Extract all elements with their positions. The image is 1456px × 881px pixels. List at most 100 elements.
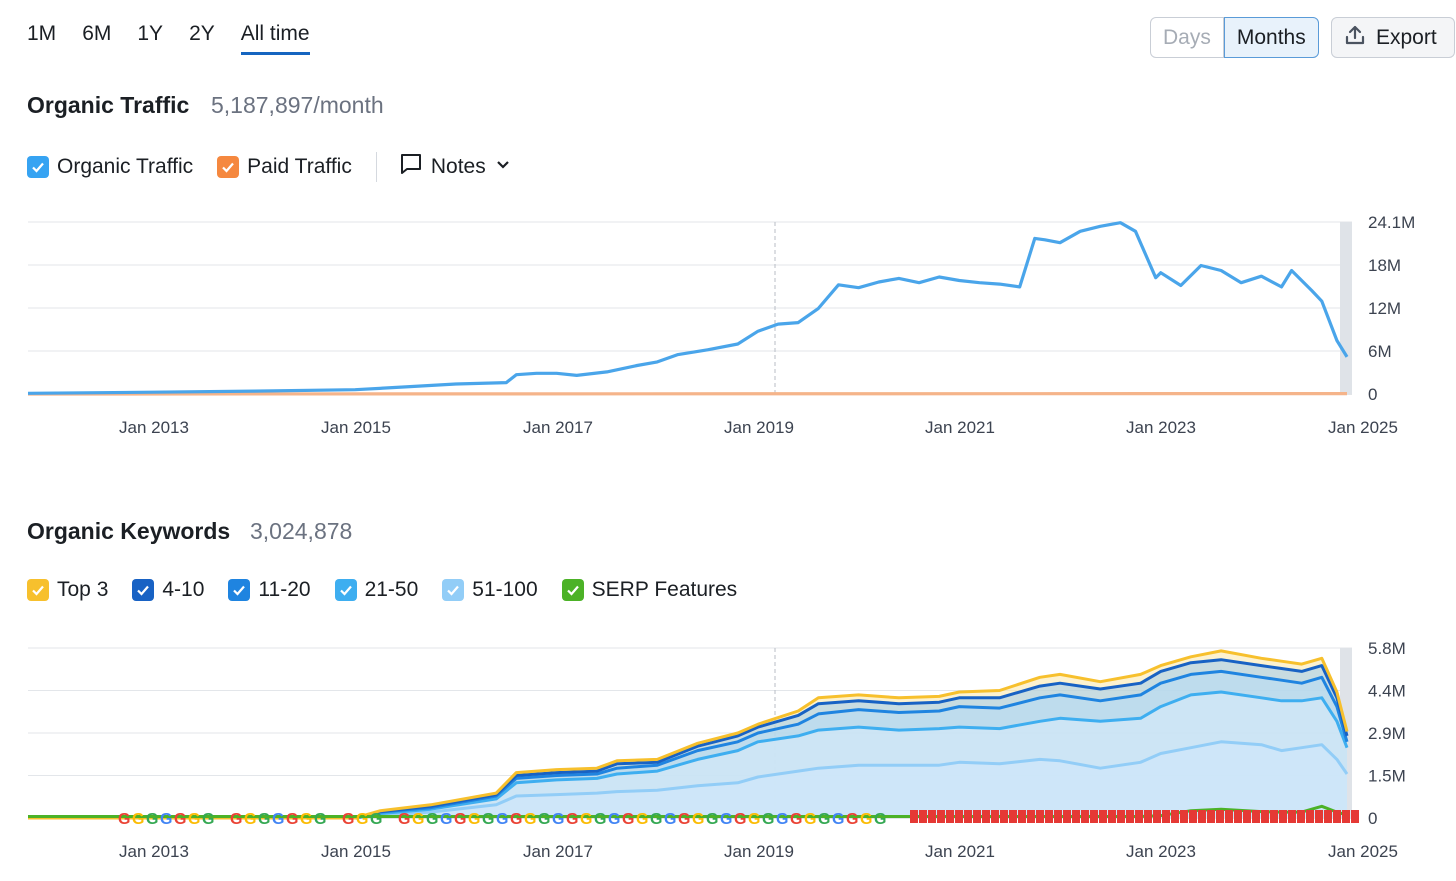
tab-2y[interactable]: 2Y	[189, 22, 215, 45]
legend-label: 4-10	[162, 578, 205, 601]
checkbox-checked-icon	[334, 579, 357, 601]
comment-icon	[399, 152, 423, 182]
checkbox-checked-icon	[228, 579, 251, 601]
y-tick-label: 12M	[1368, 299, 1401, 318]
x-tick-label: Jan 2017	[523, 418, 593, 437]
serp-flag-marker-icon	[1144, 810, 1152, 823]
legend-21-50[interactable]: 21-50	[334, 578, 418, 602]
x-tick-label: Jan 2025	[1328, 842, 1398, 861]
serp-flag-marker-icon	[1045, 810, 1053, 823]
granularity-toggle: Days Months	[1150, 17, 1319, 58]
organic-keywords-title: Organic Keywords	[27, 518, 231, 544]
incomplete-period-shade	[1340, 222, 1352, 394]
serp-flag-marker-icon	[1180, 810, 1188, 823]
serp-flag-marker-icon	[964, 810, 972, 823]
organic-traffic-title: Organic Traffic	[27, 92, 190, 118]
organic-keywords-legend: Top 3 4-10 11-20 21-50 51-100 SERP Features	[27, 578, 761, 602]
legend-label: Organic Traffic	[57, 155, 194, 178]
checkbox-checked-icon	[442, 579, 465, 601]
google-serp-marker-icon: G	[202, 811, 214, 828]
x-tick-label: Jan 2021	[925, 418, 995, 437]
x-tick-label: Jan 2015	[321, 418, 391, 437]
serp-flag-marker-icon	[1108, 810, 1116, 823]
export-button[interactable]: Export	[1331, 17, 1455, 58]
legend-11-20[interactable]: 11-20	[228, 578, 311, 602]
google-serp-marker-icon: G	[174, 811, 186, 828]
google-serp-marker-icon: G	[874, 811, 886, 828]
google-serp-marker-icon: G	[860, 811, 872, 828]
google-serp-marker-icon: G	[818, 811, 830, 828]
google-serp-marker-icon: G	[398, 811, 410, 828]
google-serp-marker-icon: G	[636, 811, 648, 828]
google-serp-marker-icon: G	[706, 811, 718, 828]
tab-6m[interactable]: 6M	[82, 22, 112, 45]
upload-icon	[1344, 24, 1366, 52]
x-tick-label: Jan 2021	[925, 842, 995, 861]
legend-4-10[interactable]: 4-10	[132, 578, 204, 602]
google-serp-marker-icon: G	[566, 811, 578, 828]
serp-flag-marker-icon	[1261, 810, 1269, 823]
organic-traffic-legend: Organic Traffic Paid Traffic Notes	[27, 152, 512, 182]
serp-flag-marker-icon	[991, 810, 999, 823]
serp-flag-marker-icon	[1315, 810, 1323, 823]
legend-serp-features[interactable]: SERP Features	[561, 578, 737, 602]
organic-traffic-value: 5,187,897/month	[211, 92, 384, 118]
days-button[interactable]: Days	[1150, 17, 1224, 58]
y-tick-label: 1.5M	[1368, 767, 1406, 786]
serp-flag-marker-icon	[1000, 810, 1008, 823]
series-line-organic-traffic	[27, 221, 1349, 395]
serp-flag-marker-icon	[1126, 810, 1134, 823]
serp-flag-marker-icon	[1090, 810, 1098, 823]
google-serp-marker-icon: G	[580, 811, 592, 828]
organic-keywords-value: 3,024,878	[250, 518, 353, 544]
legend-51-100[interactable]: 51-100	[442, 578, 538, 602]
serp-flag-marker-icon	[937, 810, 945, 823]
serp-flag-marker-icon	[910, 810, 918, 823]
x-tick-label: Jan 2015	[321, 842, 391, 861]
google-serp-marker-icon: G	[692, 811, 704, 828]
y-tick-label: 0	[1368, 809, 1377, 828]
series-line-top-3	[28, 649, 1349, 820]
legend-label: 11-20	[258, 578, 311, 601]
checkbox-checked-icon	[27, 579, 49, 601]
serp-flag-marker-icon	[1216, 810, 1224, 823]
tab-1m[interactable]: 1M	[27, 22, 57, 45]
months-button[interactable]: Months	[1223, 17, 1319, 58]
y-tick-label: 2.9M	[1368, 724, 1406, 743]
google-serp-marker-icon: G	[482, 811, 494, 828]
google-serp-marker-icon: G	[272, 811, 284, 828]
notes-dropdown[interactable]: Notes	[399, 152, 512, 182]
tab-1y[interactable]: 1Y	[137, 22, 164, 45]
serp-flag-marker-icon	[1153, 810, 1161, 823]
legend-organic-traffic[interactable]: Organic Traffic	[27, 155, 193, 179]
checkbox-checked-icon	[561, 579, 584, 601]
checkbox-checked-icon	[132, 579, 155, 601]
checkbox-checked-icon	[27, 156, 49, 178]
google-serp-marker-icon: G	[846, 811, 858, 828]
x-tick-label: Jan 2013	[119, 842, 189, 861]
google-serp-marker-icon: G	[468, 811, 480, 828]
google-serp-marker-icon: G	[510, 811, 522, 828]
google-serp-marker-icon: G	[286, 811, 298, 828]
tab-all-time[interactable]: All time	[240, 22, 310, 55]
x-tick-label: Jan 2023	[1126, 418, 1196, 437]
x-tick-label: Jan 2019	[724, 418, 794, 437]
serp-flag-marker-icon	[1252, 810, 1260, 823]
serp-flag-marker-icon	[1081, 810, 1089, 823]
google-serp-marker-icon: G	[454, 811, 466, 828]
serp-flag-marker-icon	[1234, 810, 1242, 823]
google-serp-marker-icon: G	[118, 811, 130, 828]
google-serp-marker-icon: G	[314, 811, 326, 828]
google-serp-marker-icon: G	[258, 811, 270, 828]
google-serp-marker-icon: G	[244, 811, 256, 828]
serp-flag-marker-icon	[1036, 810, 1044, 823]
legend-top-3[interactable]: Top 3	[27, 578, 108, 602]
google-serp-marker-icon: G	[776, 811, 788, 828]
serp-flag-marker-icon	[955, 810, 963, 823]
legend-paid-traffic[interactable]: Paid Traffic	[217, 155, 352, 179]
serp-flag-marker-icon	[1099, 810, 1107, 823]
google-serp-marker-icon: G	[524, 811, 536, 828]
y-tick-label: 24.1M	[1368, 213, 1415, 232]
google-serp-marker-icon: G	[832, 811, 844, 828]
x-tick-label: Jan 2023	[1126, 842, 1196, 861]
